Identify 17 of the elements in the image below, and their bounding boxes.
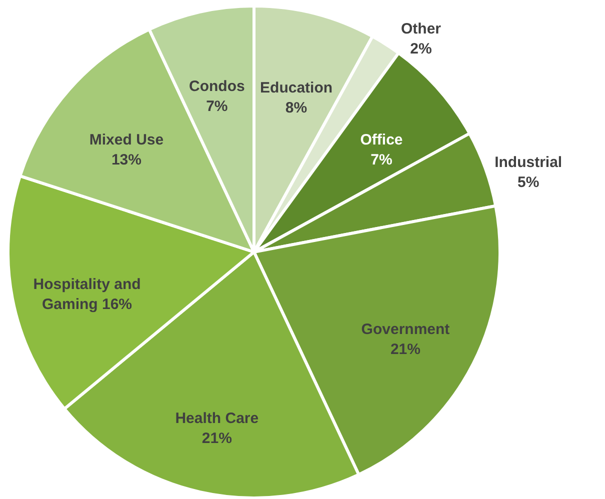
data-label: 8% <box>285 99 308 116</box>
slice-label: Mixed Use <box>89 132 164 149</box>
slice-label: Office <box>360 132 403 149</box>
slice-label: Education <box>260 79 333 96</box>
slice-label: Condos <box>189 78 245 96</box>
slice-label: Other <box>400 20 442 38</box>
data-label: 21% <box>390 341 420 358</box>
slice-label: Government <box>361 321 450 338</box>
data-label: 13% <box>111 152 142 169</box>
slice-label: Hospitality and Gaming 16% <box>33 276 141 313</box>
data-label: 7% <box>370 152 392 169</box>
data-label: 2% <box>410 40 432 58</box>
slice-label: Industrial <box>494 154 562 172</box>
data-label: 7% <box>206 98 228 116</box>
slice-label: Health Care <box>175 410 259 427</box>
data-label: 21% <box>202 430 232 447</box>
data-label: 5% <box>517 174 540 192</box>
